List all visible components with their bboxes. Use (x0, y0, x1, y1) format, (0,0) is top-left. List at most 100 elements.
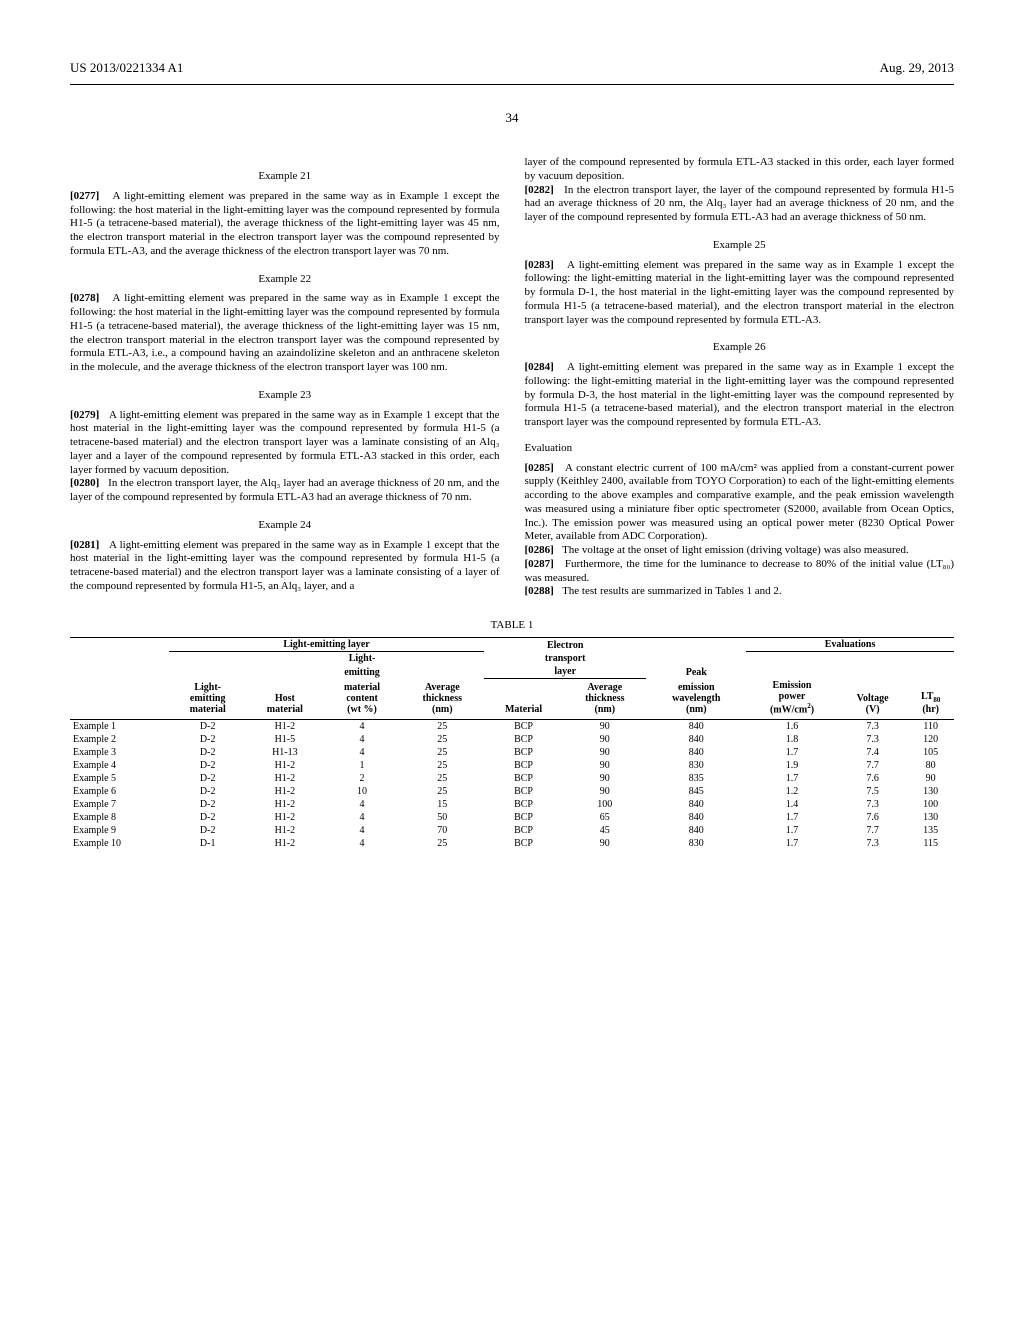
example-title: Example 23 (70, 389, 500, 403)
table-cell: Example 7 (70, 798, 169, 811)
col-group-etl2: transport (484, 652, 647, 666)
table-cell: 25 (401, 733, 484, 746)
table-cell: 835 (646, 772, 746, 785)
col-1: Light-emittingmaterial (169, 679, 246, 720)
table-cell: BCP (484, 798, 563, 811)
table-row: Example 4D-2H1-2125BCP908301.97.780 (70, 759, 954, 772)
para-text: A constant electric current of 100 mA/cm… (525, 462, 955, 543)
para-number: [0278] (70, 292, 99, 304)
table-cell: D-2 (169, 746, 246, 759)
table-row: Example 10D-1H1-2425BCP908301.77.3115 (70, 837, 954, 850)
table-cell: 90 (907, 772, 954, 785)
para-text: In the electron transport layer, the Alq… (70, 477, 500, 503)
col-2: Hostmaterial (246, 679, 323, 720)
table-cell: 840 (646, 746, 746, 759)
table-cell: 25 (401, 719, 484, 733)
table-cell: Example 6 (70, 785, 169, 798)
col-sub-light: Light- (323, 652, 400, 666)
paragraph: [0286] The voltage at the onset of light… (525, 544, 955, 558)
para-text: A light-emitting element was prepared in… (70, 190, 500, 257)
table-cell: 115 (907, 837, 954, 850)
table-cell: 4 (323, 719, 400, 733)
table-cell: 90 (563, 837, 646, 850)
table-cell: Example 3 (70, 746, 169, 759)
header-left: US 2013/0221334 A1 (70, 60, 183, 76)
table-row: Example 7D-2H1-2415BCP1008401.47.3100 (70, 798, 954, 811)
paragraph: [0278] A light-emitting element was prep… (70, 292, 500, 375)
para-text: The voltage at the onset of light emissi… (562, 544, 909, 556)
table-cell: 1.4 (746, 798, 838, 811)
table-cell: Example 4 (70, 759, 169, 772)
table-cell: 100 (907, 798, 954, 811)
table-cell: BCP (484, 811, 563, 824)
col-3: materialcontent(wt %) (323, 679, 400, 720)
table-cell: 130 (907, 785, 954, 798)
table-cell: 1.7 (746, 824, 838, 837)
table-row: Example 5D-2H1-2225BCP908351.77.690 (70, 772, 954, 785)
table-cell: H1-2 (246, 772, 323, 785)
table-cell: 110 (907, 719, 954, 733)
col-5: Material (484, 679, 563, 720)
table-cell: 45 (563, 824, 646, 837)
col-7: emissionwavelength(nm) (646, 679, 746, 720)
table-cell: 1.6 (746, 719, 838, 733)
example-title: Example 26 (525, 341, 955, 355)
col-10: LT80(hr) (907, 679, 954, 720)
table-cell: D-2 (169, 719, 246, 733)
table-cell: 90 (563, 746, 646, 759)
table-cell: 7.4 (838, 746, 907, 759)
table-cell: H1-2 (246, 811, 323, 824)
para-text: A light-emitting element was prepared in… (70, 539, 500, 592)
table-cell: BCP (484, 785, 563, 798)
table-cell: H1-2 (246, 837, 323, 850)
table-cell: D-2 (169, 733, 246, 746)
table-cell: BCP (484, 824, 563, 837)
evaluation-title: Evaluation (525, 442, 955, 456)
col-group-lel: Light-emitting layer (169, 638, 484, 652)
table-cell: Example 8 (70, 811, 169, 824)
table-cell: 7.6 (838, 811, 907, 824)
table-row: Example 1D-2H1-2425BCP908401.67.3110 (70, 719, 954, 733)
table-cell: 25 (401, 785, 484, 798)
table-cell: 830 (646, 837, 746, 850)
table-cell: D-2 (169, 798, 246, 811)
table-cell: 2 (323, 772, 400, 785)
col-group-etl: Electron (484, 638, 647, 652)
table-cell: D-1 (169, 837, 246, 850)
table-cell: 830 (646, 759, 746, 772)
table-cell: 1.8 (746, 733, 838, 746)
para-text: In the electron transport layer, the lay… (525, 184, 955, 224)
table-cell: 4 (323, 837, 400, 850)
table-cell: 25 (401, 837, 484, 850)
table-cell: D-2 (169, 824, 246, 837)
table-cell: 90 (563, 772, 646, 785)
table-cell: D-2 (169, 785, 246, 798)
table-cell: 1.7 (746, 837, 838, 850)
table-cell: Example 1 (70, 719, 169, 733)
table-row: Example 2D-2H1-5425BCP908401.87.3120 (70, 733, 954, 746)
para-number: [0277] (70, 190, 99, 202)
table-cell: 4 (323, 798, 400, 811)
table-cell: 7.7 (838, 824, 907, 837)
table-cell: H1-2 (246, 759, 323, 772)
col-sub-peak: Peak (646, 665, 746, 679)
paragraph: [0283] A light-emitting element was prep… (525, 259, 955, 328)
table-cell: Example 9 (70, 824, 169, 837)
table-cell: H1-5 (246, 733, 323, 746)
table-cell: D-2 (169, 772, 246, 785)
paragraph: [0280] In the electron transport layer, … (70, 477, 500, 505)
table-cell: 100 (563, 798, 646, 811)
table-cell: 7.3 (838, 798, 907, 811)
table-cell: 840 (646, 824, 746, 837)
para-number: [0279] (70, 409, 99, 421)
table-cell: 1.7 (746, 746, 838, 759)
col-4: Averagethickness(nm) (401, 679, 484, 720)
col-8: Emissionpower(mW/cm2) (746, 679, 838, 720)
col-6: Averagethickness(nm) (563, 679, 646, 720)
para-number: [0288] (525, 585, 554, 597)
para-text: A light-emitting element was prepared in… (70, 292, 500, 373)
table-cell: 4 (323, 811, 400, 824)
table-cell: 1.2 (746, 785, 838, 798)
table-cell: 840 (646, 798, 746, 811)
table-cell: BCP (484, 772, 563, 785)
